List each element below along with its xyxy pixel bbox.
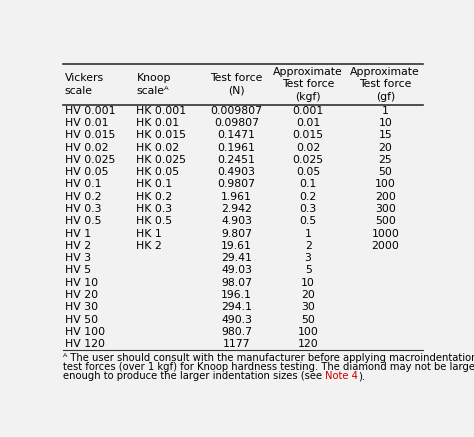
Text: 0.015: 0.015 [292,130,324,140]
Text: HV 20: HV 20 [65,290,98,300]
Text: 980.7: 980.7 [221,327,252,337]
Text: 2000: 2000 [371,241,399,251]
Text: HV 0.2: HV 0.2 [65,192,101,202]
Text: Knoop
scaleᴬ: Knoop scaleᴬ [137,73,171,96]
Text: 200: 200 [375,192,396,202]
Text: 196.1: 196.1 [221,290,252,300]
Text: HK 0.025: HK 0.025 [137,155,186,165]
Text: 10: 10 [301,277,315,288]
Text: test forces (over 1 kgf) for Knoop hardness testing. The diamond may not be larg: test forces (over 1 kgf) for Knoop hardn… [63,362,474,372]
Text: 0.025: 0.025 [292,155,324,165]
Text: 0.01: 0.01 [296,118,320,128]
Text: 0.2: 0.2 [300,192,317,202]
Text: HV 120: HV 120 [65,339,105,349]
Text: 1000: 1000 [371,229,399,239]
Text: HK 0.1: HK 0.1 [137,180,173,189]
Text: 0.02: 0.02 [296,142,320,153]
Text: 4.903: 4.903 [221,216,252,226]
Text: 100: 100 [298,327,319,337]
Text: 0.1: 0.1 [300,180,317,189]
Text: 15: 15 [378,130,392,140]
Text: HK 0.05: HK 0.05 [137,167,180,177]
Text: 2.942: 2.942 [221,204,252,214]
Text: 10: 10 [378,118,392,128]
Text: 0.1961: 0.1961 [218,142,255,153]
Text: 300: 300 [375,204,396,214]
Text: 294.1: 294.1 [221,302,252,312]
Text: HV 0.025: HV 0.025 [65,155,115,165]
Text: 100: 100 [375,180,396,189]
Text: HV 30: HV 30 [65,302,98,312]
Text: HV 0.1: HV 0.1 [65,180,101,189]
Text: 0.2451: 0.2451 [218,155,255,165]
Text: 0.09807: 0.09807 [214,118,259,128]
Text: HV 0.3: HV 0.3 [65,204,101,214]
Text: 1: 1 [305,229,311,239]
Text: 49.03: 49.03 [221,265,252,275]
Text: HV 50: HV 50 [65,315,98,325]
Text: HV 0.015: HV 0.015 [65,130,115,140]
Text: 29.41: 29.41 [221,253,252,263]
Text: 25: 25 [378,155,392,165]
Text: 5: 5 [305,265,311,275]
Text: 30: 30 [301,302,315,312]
Text: 0.3: 0.3 [300,204,317,214]
Text: Vickers
scale: Vickers scale [65,73,104,96]
Text: HK 2: HK 2 [137,241,162,251]
Text: 0.05: 0.05 [296,167,320,177]
Text: 1.961: 1.961 [221,192,252,202]
Text: Test force
(N): Test force (N) [210,73,263,96]
Text: HV 0.5: HV 0.5 [65,216,101,226]
Text: 0.1471: 0.1471 [218,130,255,140]
Text: HV 2: HV 2 [65,241,91,251]
Text: 0.001: 0.001 [292,106,324,116]
Text: 19.61: 19.61 [221,241,252,251]
Text: 0.4903: 0.4903 [218,167,255,177]
Text: HV 0.05: HV 0.05 [65,167,108,177]
Text: 120: 120 [298,339,319,349]
Text: 0.5: 0.5 [300,216,317,226]
Text: 490.3: 490.3 [221,315,252,325]
Text: 0.009807: 0.009807 [210,106,263,116]
Text: HV 0.01: HV 0.01 [65,118,108,128]
Text: 50: 50 [378,167,392,177]
Text: HV 5: HV 5 [65,265,91,275]
Text: 0.9807: 0.9807 [218,180,255,189]
Text: ᴬ The user should consult with the manufacturer before applying macroindentation: ᴬ The user should consult with the manuf… [63,353,474,363]
Text: 20: 20 [378,142,392,153]
Text: 500: 500 [375,216,396,226]
Text: HV 0.001: HV 0.001 [65,106,115,116]
Text: 1: 1 [382,106,389,116]
Text: HK 0.2: HK 0.2 [137,192,173,202]
Text: enough to produce the larger indentation sizes (see: enough to produce the larger indentation… [63,371,325,382]
Text: HV 3: HV 3 [65,253,91,263]
Text: 3: 3 [305,253,311,263]
Text: 98.07: 98.07 [221,277,252,288]
Text: 9.807: 9.807 [221,229,252,239]
Text: HV 100: HV 100 [65,327,105,337]
Text: Note 4: Note 4 [325,371,358,382]
Text: 50: 50 [301,315,315,325]
Text: HK 0.001: HK 0.001 [137,106,186,116]
Text: HK 0.01: HK 0.01 [137,118,180,128]
Text: HK 0.3: HK 0.3 [137,204,173,214]
Text: 2: 2 [305,241,311,251]
Text: HK 0.5: HK 0.5 [137,216,173,226]
Text: 20: 20 [301,290,315,300]
Text: Approximate
Test force
(gf): Approximate Test force (gf) [350,67,420,102]
Text: 1177: 1177 [223,339,250,349]
Text: HK 0.015: HK 0.015 [137,130,186,140]
Text: HK 1: HK 1 [137,229,162,239]
Text: HV 10: HV 10 [65,277,98,288]
Text: HV 1: HV 1 [65,229,91,239]
Text: ).: ). [358,371,365,382]
Text: HK 0.02: HK 0.02 [137,142,180,153]
Text: HV 0.02: HV 0.02 [65,142,108,153]
Text: Approximate
Test force
(kgf): Approximate Test force (kgf) [273,67,343,102]
